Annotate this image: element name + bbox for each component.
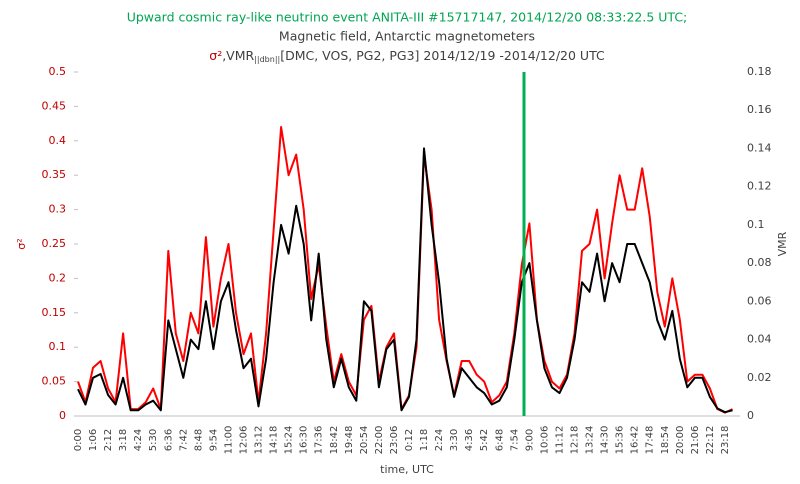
x-tick-label: 15:24 — [284, 426, 295, 455]
y-tick-label: 0.45 — [42, 99, 67, 112]
y2-tick-label: 0.1 — [747, 218, 765, 231]
x-tick-label: 18:54 — [660, 426, 671, 455]
x-tick-label: 7:42 — [178, 429, 189, 451]
x-tick-label: 17:36 — [314, 426, 325, 455]
x-tick-label: 20:54 — [359, 426, 370, 455]
y-tick-label: 0.25 — [42, 237, 67, 250]
y-tick-label: 0.15 — [42, 306, 67, 319]
x-tick-label: 2:24 — [434, 429, 445, 451]
y2-tick-label: 0.16 — [747, 103, 772, 116]
x-tick-label: 12:06 — [239, 426, 250, 455]
x-tick-label: 15:36 — [615, 426, 626, 455]
y2-axis-label: VMR — [776, 231, 789, 256]
x-tick-label: 1:18 — [419, 429, 430, 451]
x-tick-label: 6:48 — [494, 429, 505, 451]
x-tick-label: 7:54 — [509, 429, 520, 451]
y2-tick-label: 0.18 — [747, 65, 772, 78]
chart-subtitle-2: σ²,VMR||dbn||[DMC, VOS, PG2, PG3] 2014/1… — [209, 48, 605, 64]
x-tick-label: 23:06 — [389, 426, 400, 455]
y-tick-label: 0.35 — [42, 168, 67, 181]
chart-subtitle: Magnetic field, Antarctic magnetometers — [279, 29, 535, 44]
x-tick-label: 11:00 — [223, 426, 234, 455]
x-tick-label: 3:18 — [118, 429, 129, 451]
x-tick-label: 4:24 — [133, 429, 144, 451]
y-axis-label: σ² — [15, 238, 28, 249]
y2-tick-label: 0.12 — [747, 180, 772, 193]
x-tick-label: 13:24 — [585, 426, 596, 455]
x-tick-label: 5:42 — [479, 429, 490, 451]
y2-tick-label: 0.06 — [747, 294, 772, 307]
y2-tick-label: 0.02 — [747, 371, 772, 384]
x-tick-label: 22:12 — [705, 426, 716, 455]
y-tick-label: 0.3 — [49, 203, 67, 216]
x-tick-label: 23:18 — [720, 426, 731, 455]
x-tick-label: 4:36 — [464, 429, 475, 451]
y-tick-label: 0.4 — [49, 134, 67, 147]
y-tick-label: 0 — [59, 409, 66, 422]
y2-tick-label: 0.08 — [747, 256, 772, 269]
x-tick-label: 0:12 — [404, 429, 415, 451]
subtitle-text: ,VMR — [222, 48, 254, 63]
x-tick-label: 0:00 — [73, 429, 84, 451]
x-tick-label: 2:12 — [103, 429, 114, 451]
x-tick-label: 20:00 — [675, 426, 686, 455]
subtitle-text: [DMC, VOS, PG2, PG3] 2014/12/19 -2014/12… — [280, 48, 605, 63]
y-tick-label: 0.05 — [42, 375, 67, 388]
subtitle-subscript: ||dbn|| — [254, 55, 280, 64]
x-tick-label: 18:42 — [329, 426, 340, 455]
y2-tick-label: 0.04 — [747, 333, 772, 346]
x-tick-label: 11:12 — [554, 426, 565, 455]
x-tick-label: 14:30 — [600, 426, 611, 455]
sigma-symbol: σ² — [209, 48, 222, 63]
x-tick-label: 6:36 — [163, 429, 174, 451]
y2-tick-label: 0.14 — [747, 141, 772, 154]
x-tick-label: 14:18 — [269, 426, 280, 455]
series-line — [77, 147, 733, 414]
x-tick-label: 16:30 — [299, 426, 310, 455]
x-tick-label: 9:00 — [524, 429, 535, 451]
x-tick-label: 13:12 — [254, 426, 265, 455]
x-tick-label: 10:06 — [539, 426, 550, 455]
chart-title: Upward cosmic ray-like neutrino event AN… — [127, 10, 688, 25]
x-tick-label: 8:48 — [193, 429, 204, 451]
y-tick-label: 0.1 — [49, 340, 67, 353]
x-tick-label: 17:48 — [645, 426, 656, 455]
x-tick-label: 12:18 — [570, 426, 581, 455]
y-tick-label: 0.2 — [49, 271, 67, 284]
series-line — [77, 126, 733, 414]
x-tick-label: 19:48 — [344, 426, 355, 455]
x-axis-label: time, UTC — [380, 463, 434, 476]
y-tick-label: 0.5 — [49, 65, 67, 78]
x-tick-label: 1:06 — [88, 429, 99, 451]
x-tick-label: 9:54 — [208, 429, 219, 451]
x-tick-label: 16:42 — [630, 426, 641, 455]
x-tick-label: 5:30 — [148, 429, 159, 451]
y2-tick-label: 0 — [747, 409, 754, 422]
x-tick-label: 21:06 — [690, 426, 701, 455]
x-tick-label: 22:00 — [374, 426, 385, 455]
x-tick-label: 3:30 — [449, 429, 460, 451]
